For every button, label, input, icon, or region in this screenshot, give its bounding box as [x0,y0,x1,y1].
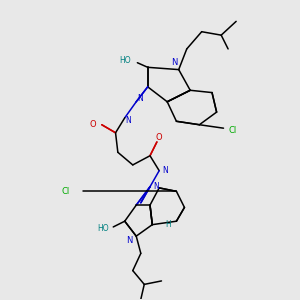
Text: Cl: Cl [61,187,70,196]
Text: N: N [126,236,133,245]
Text: N: N [137,94,142,103]
Text: N: N [125,116,131,124]
Text: O: O [156,133,163,142]
Text: Cl: Cl [228,126,236,135]
Text: HO: HO [97,224,109,232]
Text: HO: HO [119,56,130,65]
Text: O: O [89,120,96,129]
Text: H: H [166,220,171,229]
Text: N: N [162,166,168,175]
Text: N: N [153,182,159,191]
Text: N: N [171,58,177,67]
